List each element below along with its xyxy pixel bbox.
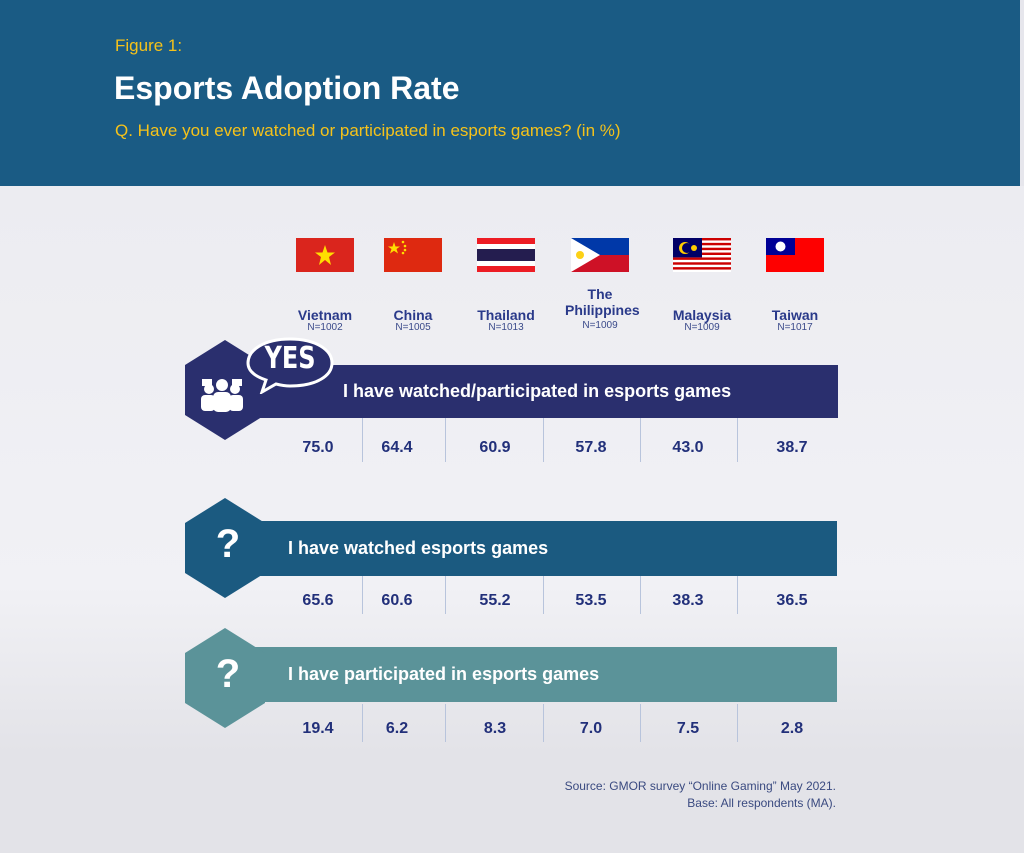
country-label: Thailand	[477, 307, 535, 323]
value-cell: 7.0	[579, 720, 603, 737]
band-label: I have participated in esports games	[288, 664, 600, 684]
thailand-flag-icon	[477, 238, 535, 272]
value-cell: 6.2	[385, 720, 409, 737]
taiwan-flag-icon	[766, 238, 824, 272]
yes-speech-bubble-icon	[246, 337, 334, 394]
source-note: Source: GMOR survey “Online Gaming” May …	[564, 779, 836, 793]
value-cell: 8.3	[483, 720, 507, 737]
value-cell: 2.8	[780, 720, 804, 737]
china-flag-icon	[384, 238, 442, 272]
question-mark-icon: ?	[215, 522, 241, 566]
question: Q. Have you ever watched or participated…	[115, 121, 621, 140]
sample-size: N=1013	[488, 322, 524, 333]
page-title: Esports Adoption Rate	[114, 70, 460, 106]
value-cell: 64.4	[381, 439, 413, 456]
value-cell: 55.2	[479, 592, 511, 609]
value-cell: 36.5	[776, 592, 808, 609]
value-cell: 65.6	[302, 592, 334, 609]
header: Figure 1: Esports Adoption Rate Q. Have …	[0, 0, 1020, 186]
column-divider	[737, 704, 738, 742]
value-cell: 53.5	[575, 592, 607, 609]
audience-icon	[201, 379, 243, 412]
sample-size: N=1009	[582, 320, 618, 331]
column-divider	[543, 418, 544, 462]
question-mark-icon: ?	[215, 652, 241, 696]
sample-size: N=1017	[777, 322, 813, 333]
column-divider	[737, 576, 738, 614]
figure-label: Figure 1:	[115, 36, 183, 55]
hex-badge	[185, 498, 265, 598]
value-cell: 19.4	[302, 720, 334, 737]
column-divider	[362, 418, 363, 462]
vietnam-flag-icon	[296, 238, 354, 272]
hex-badge	[185, 628, 265, 728]
value-cell: 57.8	[575, 439, 607, 456]
band-watched: I have watched esports games	[250, 521, 837, 576]
value-cell: 38.7	[776, 439, 808, 456]
sample-size: N=1009	[684, 322, 720, 333]
sample-size: N=1005	[395, 322, 431, 333]
column-divider	[445, 418, 446, 462]
country-label: The Philippines	[565, 286, 640, 318]
value-cell: 60.6	[381, 592, 413, 609]
column-divider	[640, 704, 641, 742]
band-label: I have watched esports games	[288, 538, 549, 558]
value-cell: 60.9	[479, 439, 511, 456]
band-participated: I have participated in esports games	[250, 647, 837, 702]
country-label: China	[393, 307, 433, 323]
column-divider	[543, 576, 544, 614]
country-label: Malaysia	[672, 307, 732, 323]
column-divider	[445, 576, 446, 614]
column-divider	[640, 418, 641, 462]
value-cell: 7.5	[676, 720, 700, 737]
yes-badge-text: YES	[264, 341, 316, 376]
country-label: Vietnam	[297, 307, 353, 323]
value-cell: 75.0	[302, 439, 334, 456]
column-divider	[445, 704, 446, 742]
malaysia-flag-icon	[673, 238, 731, 272]
column-divider	[362, 704, 363, 742]
band-watched-participated: I have watched/participated in esports g…	[230, 365, 838, 418]
value-cell: 43.0	[672, 439, 704, 456]
column-divider	[362, 576, 363, 614]
chart-body	[0, 186, 1024, 853]
philippines-flag-icon	[571, 238, 629, 272]
band-label: I have watched/participated in esports g…	[343, 381, 732, 401]
column-divider	[737, 418, 738, 462]
value-cell: 38.3	[672, 592, 704, 609]
base-note: Base: All respondents (MA).	[687, 796, 836, 810]
column-divider	[640, 576, 641, 614]
country-label: Taiwan	[771, 307, 819, 323]
sample-size: N=1002	[307, 322, 343, 333]
column-divider	[543, 704, 544, 742]
